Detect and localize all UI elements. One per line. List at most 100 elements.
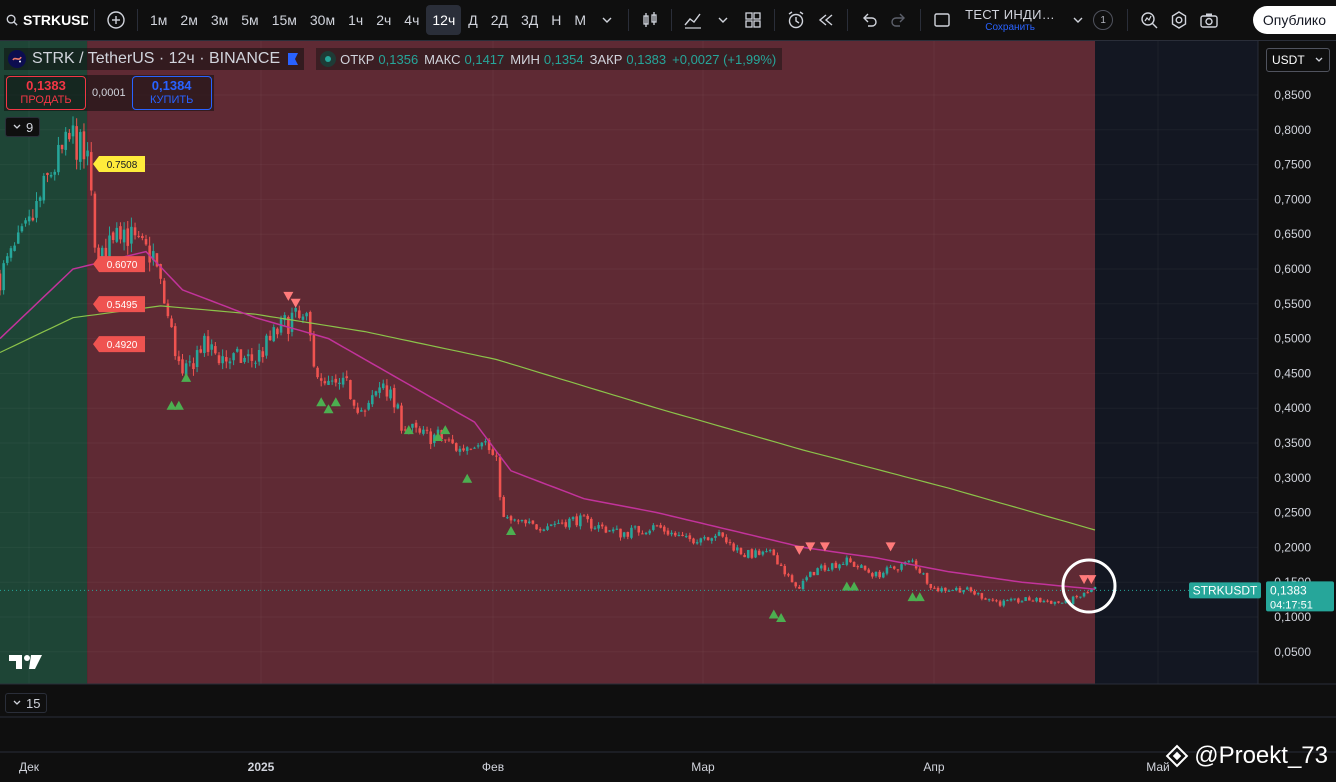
- time-axis[interactable]: Дек 2025 Фев Мар Апр Май: [0, 683, 1336, 782]
- symbol-search[interactable]: STRKUSDT: [0, 5, 88, 35]
- toolbar-divider: [671, 9, 673, 31]
- candle-body: [363, 410, 367, 412]
- price-tick-label: 0,4500: [1274, 366, 1311, 380]
- alert-button[interactable]: [781, 5, 811, 35]
- quick-search-button[interactable]: [1134, 5, 1164, 35]
- candle-body: [378, 387, 381, 393]
- candle-body: [214, 346, 217, 354]
- gear-icon: [1171, 11, 1187, 29]
- candle-body: [717, 532, 721, 536]
- interval-dropdown-button[interactable]: [592, 5, 622, 35]
- snapshot-button[interactable]: [1194, 5, 1224, 35]
- candle-body: [819, 565, 823, 569]
- candle-body: [1086, 592, 1089, 594]
- interval-13[interactable]: Н: [551, 12, 562, 28]
- price-tick-label: 0,5500: [1274, 297, 1311, 311]
- visibility-icon[interactable]: [320, 51, 337, 67]
- indicators-collapse-toggle[interactable]: 9: [5, 117, 41, 137]
- symbol-title[interactable]: STRK / TetherUS · 12ч · BINANCE: [4, 48, 305, 70]
- candle-body: [801, 580, 805, 590]
- interval-14[interactable]: М: [574, 12, 587, 28]
- candle-body: [896, 569, 900, 571]
- moving-averages: [0, 250, 1096, 590]
- candle-body: [520, 519, 524, 521]
- layout-count-badge[interactable]: 1: [1093, 10, 1114, 30]
- candle-body: [389, 389, 392, 399]
- candle-body: [940, 588, 943, 592]
- close-value: 0,1383: [626, 51, 667, 67]
- interval-2[interactable]: 3м: [210, 12, 229, 28]
- add-symbol-button[interactable]: [101, 5, 131, 35]
- interval-6[interactable]: 1ч: [348, 12, 364, 28]
- interval-1[interactable]: 2м: [180, 12, 198, 28]
- chart-type-button[interactable]: [635, 5, 665, 35]
- candle-body: [553, 523, 557, 525]
- pane-collapse-toggle[interactable]: 15: [5, 693, 48, 713]
- candle-body: [1024, 597, 1027, 602]
- candle-body: [42, 175, 46, 201]
- interval-9[interactable]: 12ч: [426, 5, 462, 35]
- interval-0[interactable]: 1м: [150, 12, 168, 28]
- replay-button[interactable]: [811, 5, 841, 35]
- candle-body: [257, 350, 261, 362]
- candle-body: [235, 348, 239, 352]
- low-label: МИН: [510, 51, 540, 67]
- layout-name-button[interactable]: ТЕСТ ИНДИ… Сохранить: [965, 8, 1055, 33]
- price-axis[interactable]: 0,8500 0,8000 0,7500 0,7000 0,6500 0,6000 0,55…: [1257, 41, 1336, 741]
- layout-save-link[interactable]: Сохранить: [985, 21, 1035, 33]
- publish-button[interactable]: Опублико: [1252, 6, 1336, 34]
- candle-body: [823, 565, 827, 571]
- layout-dropdown-button[interactable]: [1063, 5, 1093, 35]
- candle-body: [104, 247, 108, 262]
- candle-body: [714, 535, 717, 538]
- layout-select-button[interactable]: [927, 5, 957, 35]
- tradingview-logo[interactable]: [9, 653, 43, 676]
- interval-8[interactable]: 4ч: [404, 12, 420, 28]
- buy-button[interactable]: 0,1384 КУПИТЬ: [131, 76, 212, 110]
- interval-11[interactable]: 2Д: [490, 12, 509, 28]
- settings-button[interactable]: [1164, 5, 1194, 35]
- interval-4[interactable]: 15м: [271, 12, 297, 28]
- candle-body: [860, 565, 863, 568]
- templates-button[interactable]: [738, 5, 768, 35]
- symbol-price-label: STRKUSDT: [1193, 583, 1258, 597]
- candle-body: [199, 349, 203, 353]
- interval-12[interactable]: 3Д: [521, 12, 539, 28]
- candle-body: [159, 264, 162, 279]
- sell-signal-marker: [805, 542, 816, 552]
- candle-body: [575, 516, 578, 526]
- currency-select[interactable]: USDT: [1266, 48, 1330, 72]
- candle-body: [1028, 597, 1031, 601]
- candle-body: [283, 315, 286, 321]
- redo-button[interactable]: [884, 5, 914, 35]
- candle-body: [1038, 597, 1042, 603]
- candle-body: [776, 555, 779, 565]
- buy-signal-marker: [330, 397, 341, 407]
- candle-body: [89, 152, 93, 191]
- candle-body: [962, 590, 965, 593]
- candle-body: [557, 522, 560, 524]
- level-label-text: 0.7508: [107, 160, 138, 171]
- interval-10[interactable]: Д: [468, 12, 478, 28]
- price-chart[interactable]: 0.7508 0.6070 0.5495 0.4920 0,8500 0,8000 0,7…: [0, 41, 1336, 782]
- interval-3[interactable]: 5м: [241, 12, 259, 28]
- buy-signal-marker: [166, 400, 177, 410]
- candle-body: [509, 516, 513, 521]
- candle-body: [400, 405, 403, 431]
- indicators-button[interactable]: [678, 5, 708, 35]
- open-value: 0,1356: [378, 51, 419, 67]
- interval-7[interactable]: 2ч: [376, 12, 392, 28]
- buy-signal-marker: [403, 425, 414, 435]
- last-price-value: 0,1383: [1270, 583, 1307, 597]
- highlight-circle-drawing[interactable]: [1061, 558, 1117, 614]
- candle-body: [761, 551, 765, 555]
- candle-body: [1064, 600, 1068, 603]
- candle-body: [608, 530, 611, 532]
- sell-button[interactable]: 0,1383 ПРОДАТЬ: [6, 76, 86, 110]
- symbol-title-text: STRK / TetherUS · 12ч · BINANCE: [32, 50, 281, 67]
- undo-button[interactable]: [854, 5, 884, 35]
- flag-icon[interactable]: [286, 52, 300, 66]
- candle-body: [243, 357, 246, 362]
- indicators-dropdown-button[interactable]: [708, 5, 738, 35]
- interval-5[interactable]: 30м: [309, 12, 336, 28]
